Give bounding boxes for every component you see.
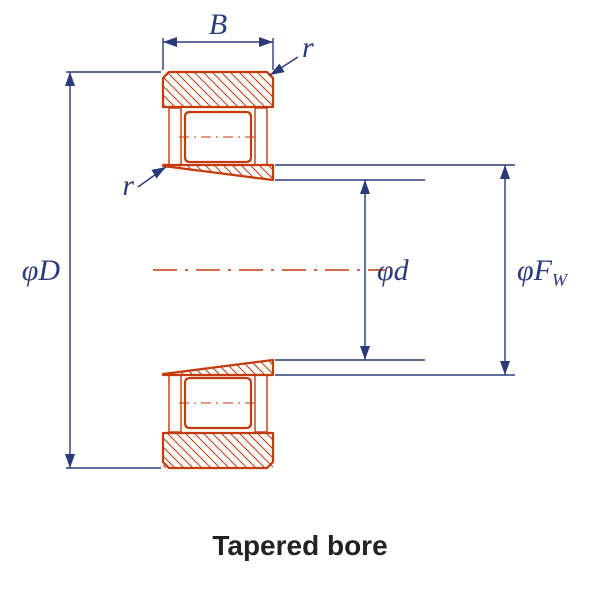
label-D: φD bbox=[22, 254, 61, 287]
dimension-lines bbox=[65, 37, 515, 468]
bearing-section bbox=[18, 67, 385, 473]
bearing-diagram: BφD φd φFW r r Tapered bore bbox=[0, 0, 600, 600]
label-r-outer: r bbox=[302, 31, 314, 64]
label-Fw: φFW bbox=[517, 254, 569, 290]
labels: BφD φd φFW r r Tapered bore bbox=[22, 8, 569, 561]
label-B: B bbox=[209, 8, 227, 41]
label-r-inner: r bbox=[122, 169, 134, 202]
label-d: φd bbox=[377, 254, 410, 287]
caption: Tapered bore bbox=[212, 530, 387, 561]
